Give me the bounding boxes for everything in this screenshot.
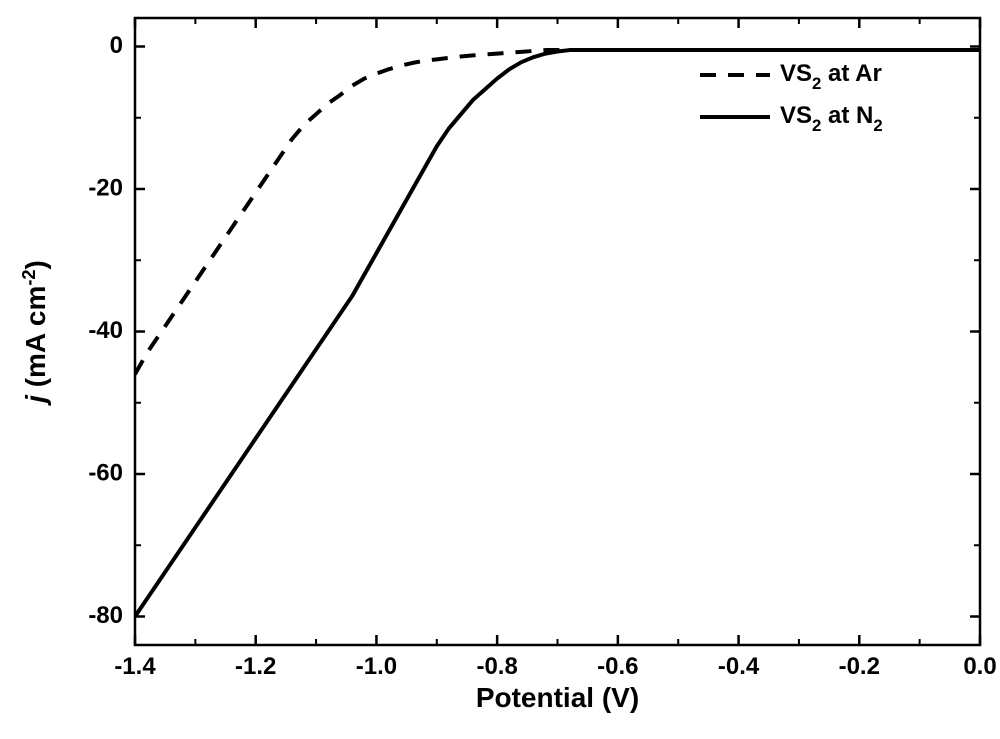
lsv-chart: -1.4 -1.2 -1.0 -0.8 -0.6 -0.4 -0.2 0.0 -80 -60 -40… — [0, 0, 1000, 739]
y-tick-label: 0 — [110, 32, 123, 59]
x-tick-label: -0.4 — [718, 653, 760, 680]
x-tick-label: -0.2 — [839, 653, 880, 680]
x-tick-label: -1.2 — [235, 653, 276, 680]
x-tick-label: -0.8 — [476, 653, 517, 680]
x-tick-label: -0.6 — [597, 653, 638, 680]
x-tick-label: -1.4 — [114, 653, 156, 680]
x-axis-title: Potential (V) — [476, 682, 639, 713]
x-tick-label: -1.0 — [356, 653, 397, 680]
y-tick-label: -40 — [88, 317, 123, 344]
y-tick-label: -80 — [88, 602, 123, 629]
y-tick-label: -20 — [88, 174, 123, 201]
x-tick-label: 0.0 — [963, 653, 996, 680]
y-tick-label: -60 — [88, 459, 123, 486]
chart-container: -1.4 -1.2 -1.0 -0.8 -0.6 -0.4 -0.2 0.0 -80 -60 -40… — [0, 0, 1000, 739]
